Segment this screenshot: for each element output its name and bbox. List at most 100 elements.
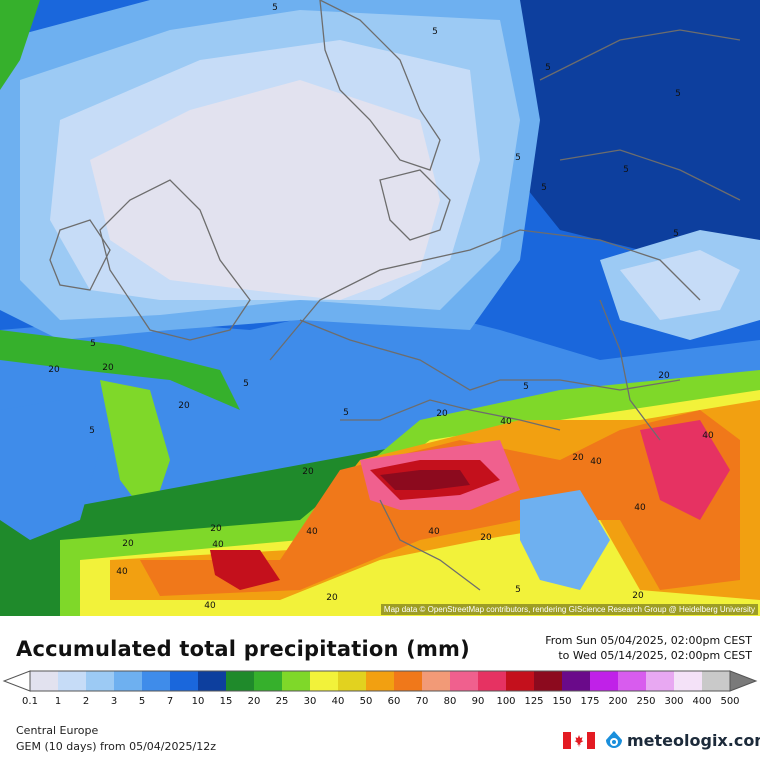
contour-label: 5: [675, 89, 681, 99]
canada-flag-icon: [563, 732, 595, 749]
scale-tick-label: 400: [692, 696, 712, 707]
scale-swatch: [478, 671, 507, 691]
scale-tick-label: 70: [415, 696, 429, 707]
scale-swatch: [254, 671, 283, 691]
scale-tick-label: 15: [219, 696, 233, 707]
scale-swatch: [30, 671, 59, 691]
color-scale-ticks: 0.1 1 2 3 5 7 10 15 20 25 30 40 50 60 70 80 90 100 125 150 1…: [0, 696, 760, 710]
scale-tick-label: 150: [552, 696, 572, 707]
scale-tick-label: 500: [720, 696, 740, 707]
scale-swatch: [422, 671, 451, 691]
scale-swatch: [562, 671, 591, 691]
scale-tick-label: 3: [110, 696, 118, 707]
contour-label: 40: [500, 417, 512, 427]
scale-tick-label: 7: [166, 696, 174, 707]
scale-swatch: [198, 671, 227, 691]
contour-label: 20: [480, 533, 492, 543]
contour-label: 5: [515, 585, 521, 595]
scale-tick-label: 10: [191, 696, 205, 707]
scale-swatch: [86, 671, 115, 691]
scale-tick-label: 125: [524, 696, 544, 707]
contour-label: 20: [178, 401, 190, 411]
scale-tick-label: 40: [331, 696, 345, 707]
scale-swatch: [310, 671, 339, 691]
scale-swatch: [226, 671, 255, 691]
map-canvas: 5 5 5 5 5 5 5 5 5 5 5 5 5 5 20 20 20 20 …: [0, 0, 760, 616]
contour-label: 5: [272, 3, 278, 13]
color-scale-bar: [2, 670, 758, 692]
contour-label: 20: [48, 365, 60, 375]
contour-label: 5: [243, 379, 249, 389]
contour-label: 40: [306, 527, 318, 537]
legend-title: Accumulated total precipitation (mm): [16, 637, 470, 661]
scale-swatch: [646, 671, 675, 691]
scale-swatch: [590, 671, 619, 691]
scale-tick-label: 80: [443, 696, 457, 707]
contour-label: 20: [326, 593, 338, 603]
contour-label: 20: [632, 591, 644, 601]
scale-swatch: [702, 671, 731, 691]
contour-label: 5: [90, 339, 96, 349]
contour-label: 5: [541, 183, 547, 193]
forecast-period: From Sun 05/04/2025, 02:00pm CEST to Wed…: [545, 633, 752, 663]
scale-tick-label: 90: [471, 696, 485, 707]
contour-label: 20: [102, 363, 114, 373]
brand-logo[interactable]: meteologix.com: [604, 730, 760, 750]
contour-label: 40: [204, 601, 216, 611]
meteologix-logo-icon: [606, 731, 622, 748]
contour-label: 40: [428, 527, 440, 537]
scale-tick-label: 300: [664, 696, 684, 707]
contour-label: 5: [432, 27, 438, 37]
scale-swatch: [534, 671, 563, 691]
model-run-label: GEM (10 days) from 05/04/2025/12z: [16, 740, 216, 753]
scale-swatch: [618, 671, 647, 691]
scale-swatch: [114, 671, 143, 691]
scale-tick-label: 60: [387, 696, 401, 707]
scale-tick-label: 25: [275, 696, 289, 707]
precipitation-map[interactable]: 5 5 5 5 5 5 5 5 5 5 5 5 5 5 20 20 20 20 …: [0, 0, 760, 616]
contour-label: 20: [436, 409, 448, 419]
scale-tick-label: 100: [496, 696, 516, 707]
scale-swatch: [170, 671, 199, 691]
contour-label: 5: [545, 63, 551, 73]
scale-tick-label: 200: [608, 696, 628, 707]
scale-arrow-over: [729, 670, 758, 692]
scale-swatch: [450, 671, 479, 691]
scale-swatch: [282, 671, 311, 691]
scale-swatch: [58, 671, 87, 691]
contour-label: 40: [116, 567, 128, 577]
scale-swatch: [506, 671, 535, 691]
scale-tick-label: 0.1: [22, 696, 38, 707]
scale-swatch: [338, 671, 367, 691]
scale-tick-label: 20: [247, 696, 261, 707]
contour-label: 5: [343, 408, 349, 418]
scale-tick-label: 5: [138, 696, 146, 707]
scale-swatch: [394, 671, 423, 691]
contour-label: 5: [623, 165, 629, 175]
period-to: to Wed 05/14/2025, 02:00pm CEST: [558, 649, 752, 662]
contour-label: 5: [515, 153, 521, 163]
scale-tick-label: 2: [82, 696, 90, 707]
scale-swatch: [366, 671, 395, 691]
contour-label: 5: [89, 426, 95, 436]
contour-label: 40: [590, 457, 602, 467]
contour-label: 5: [673, 229, 679, 239]
region-label: Central Europe: [16, 724, 99, 737]
scale-tick-label: 1: [54, 696, 62, 707]
scale-arrow-under: [2, 670, 31, 692]
contour-label: 20: [302, 467, 314, 477]
contour-label: 20: [572, 453, 584, 463]
contour-label: 40: [212, 540, 224, 550]
scale-swatch: [674, 671, 703, 691]
contour-label: 40: [634, 503, 646, 513]
period-from: From Sun 05/04/2025, 02:00pm CEST: [545, 634, 752, 647]
scale-tick-label: 50: [359, 696, 373, 707]
brand-name: meteologix.com: [627, 730, 760, 750]
contour-label: 40: [702, 431, 714, 441]
scale-tick-label: 250: [636, 696, 656, 707]
scale-tick-label: 30: [303, 696, 317, 707]
contour-label: 20: [122, 539, 134, 549]
contour-label: 20: [210, 524, 222, 534]
contour-label: 5: [523, 382, 529, 392]
scale-tick-label: 175: [580, 696, 600, 707]
